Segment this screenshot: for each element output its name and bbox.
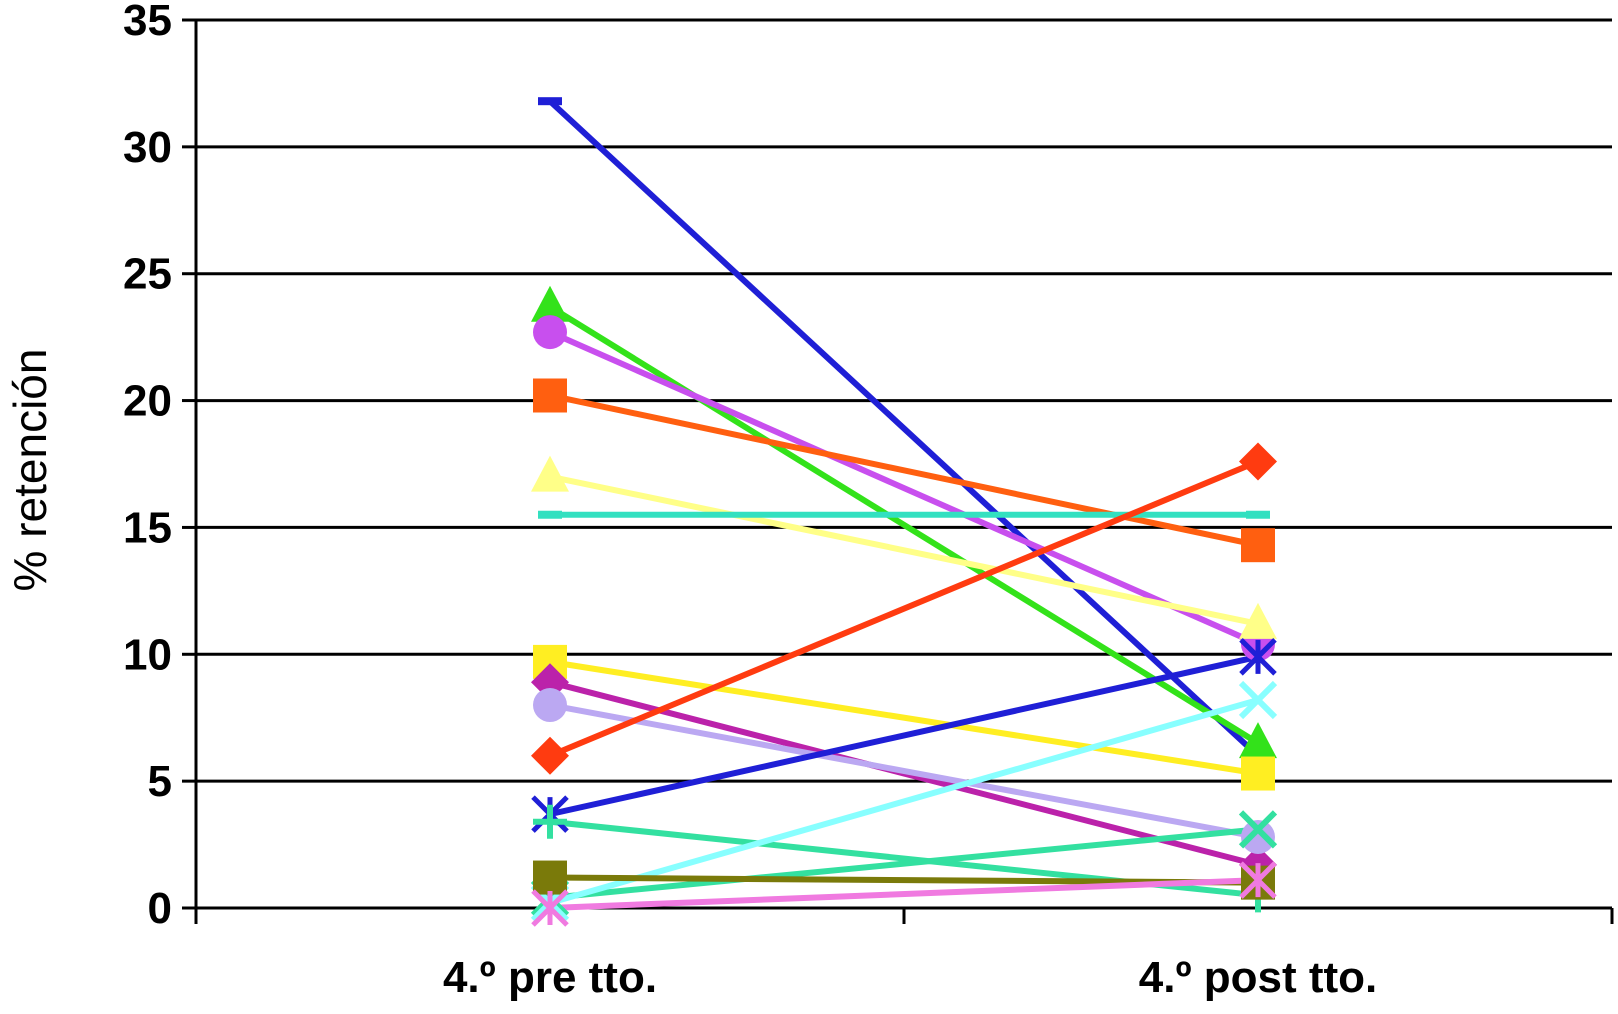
series-markers xyxy=(530,97,1278,927)
data-point-marker xyxy=(533,804,567,839)
y-tick-labels: 0 5 10 15 20 25 30 35 xyxy=(123,0,172,933)
data-point-marker xyxy=(533,860,567,895)
data-point-marker xyxy=(1239,722,1277,759)
data-point-marker xyxy=(533,688,567,723)
y-tick-label: 35 xyxy=(123,0,172,45)
series-line xyxy=(549,826,1259,901)
axes xyxy=(182,18,1614,924)
series-line xyxy=(549,702,1259,840)
series-line xyxy=(549,653,1259,818)
y-tick-label: 5 xyxy=(148,757,172,806)
data-point-marker xyxy=(538,510,562,519)
y-tick-label: 10 xyxy=(123,630,172,679)
data-point-marker xyxy=(1241,756,1275,791)
series-line xyxy=(549,658,1259,777)
y-tick-label: 15 xyxy=(123,503,172,552)
data-point-marker xyxy=(1239,442,1277,481)
data-point-marker xyxy=(1241,819,1275,854)
data-point-marker xyxy=(1239,638,1277,676)
y-tick-label: 25 xyxy=(123,250,172,299)
y-tick-label: 0 xyxy=(148,884,172,933)
data-point-marker xyxy=(533,315,567,350)
series-line xyxy=(549,392,1259,549)
series-lines xyxy=(547,98,1261,911)
data-point-marker xyxy=(1238,680,1278,720)
data-point-marker xyxy=(1238,810,1278,849)
y-tick-label: 20 xyxy=(123,377,172,426)
x-category-label: 4.º pre tto. xyxy=(443,953,657,1002)
series-line xyxy=(549,877,1259,911)
series-line xyxy=(548,458,1260,759)
y-tick-label: 30 xyxy=(123,123,172,172)
gridlines xyxy=(196,18,1612,783)
data-point-marker xyxy=(533,378,567,413)
data-point-marker xyxy=(531,455,569,492)
x-category-labels: 4.º pre tto. 4.º post tto. xyxy=(443,953,1377,1002)
series-line xyxy=(549,697,1259,906)
data-point-marker xyxy=(1241,528,1275,563)
data-point-marker xyxy=(538,97,562,106)
data-point-marker xyxy=(531,285,569,322)
data-point-marker xyxy=(1239,861,1277,899)
y-axis-title: % retención xyxy=(4,349,56,592)
data-point-marker xyxy=(531,736,569,775)
series-line xyxy=(549,473,1259,627)
data-point-marker xyxy=(1246,510,1270,519)
data-point-marker xyxy=(531,889,569,927)
series-line xyxy=(547,98,1261,758)
series-line xyxy=(548,329,1260,647)
data-point-marker xyxy=(1239,602,1277,639)
series-line xyxy=(548,304,1260,746)
x-category-label: 4.º post tto. xyxy=(1139,953,1378,1002)
